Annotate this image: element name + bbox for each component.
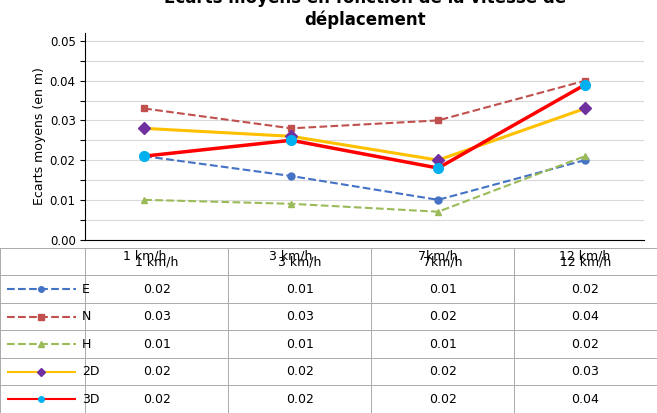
Text: 0.02: 0.02 [429, 393, 457, 406]
Text: 2D: 2D [82, 365, 100, 378]
Text: H: H [82, 338, 91, 351]
Text: 3 km/h: 3 km/h [278, 255, 321, 268]
Text: 0.02: 0.02 [429, 365, 457, 378]
Text: 0.02: 0.02 [429, 310, 457, 323]
Text: 0.03: 0.03 [572, 365, 599, 378]
Text: 0.04: 0.04 [572, 393, 599, 406]
Text: 0.02: 0.02 [143, 365, 171, 378]
Text: 0.02: 0.02 [286, 365, 313, 378]
Text: 0.03: 0.03 [143, 310, 171, 323]
Text: 0.03: 0.03 [286, 310, 313, 323]
Text: 0.02: 0.02 [143, 393, 171, 406]
Text: 3D: 3D [82, 393, 100, 406]
Text: 0.04: 0.04 [572, 310, 599, 323]
Y-axis label: Ecarts moyens (en m): Ecarts moyens (en m) [32, 67, 45, 205]
Text: 12 km/h: 12 km/h [560, 255, 611, 268]
Text: 0.01: 0.01 [286, 338, 313, 351]
Text: 0.01: 0.01 [286, 282, 313, 296]
Text: 1 km/h: 1 km/h [135, 255, 179, 268]
Text: 0.02: 0.02 [286, 393, 313, 406]
Text: 0.02: 0.02 [143, 282, 171, 296]
Text: 0.01: 0.01 [143, 338, 171, 351]
Title: Ecarts moyens en fonction de la vitesse de
déplacement: Ecarts moyens en fonction de la vitesse … [164, 0, 566, 29]
Text: 0.01: 0.01 [429, 282, 457, 296]
Text: 0.01: 0.01 [429, 338, 457, 351]
Text: E: E [82, 282, 90, 296]
Text: 0.02: 0.02 [572, 338, 599, 351]
Text: 7km/h: 7km/h [423, 255, 463, 268]
Text: N: N [82, 310, 91, 323]
Text: 0.02: 0.02 [572, 282, 599, 296]
